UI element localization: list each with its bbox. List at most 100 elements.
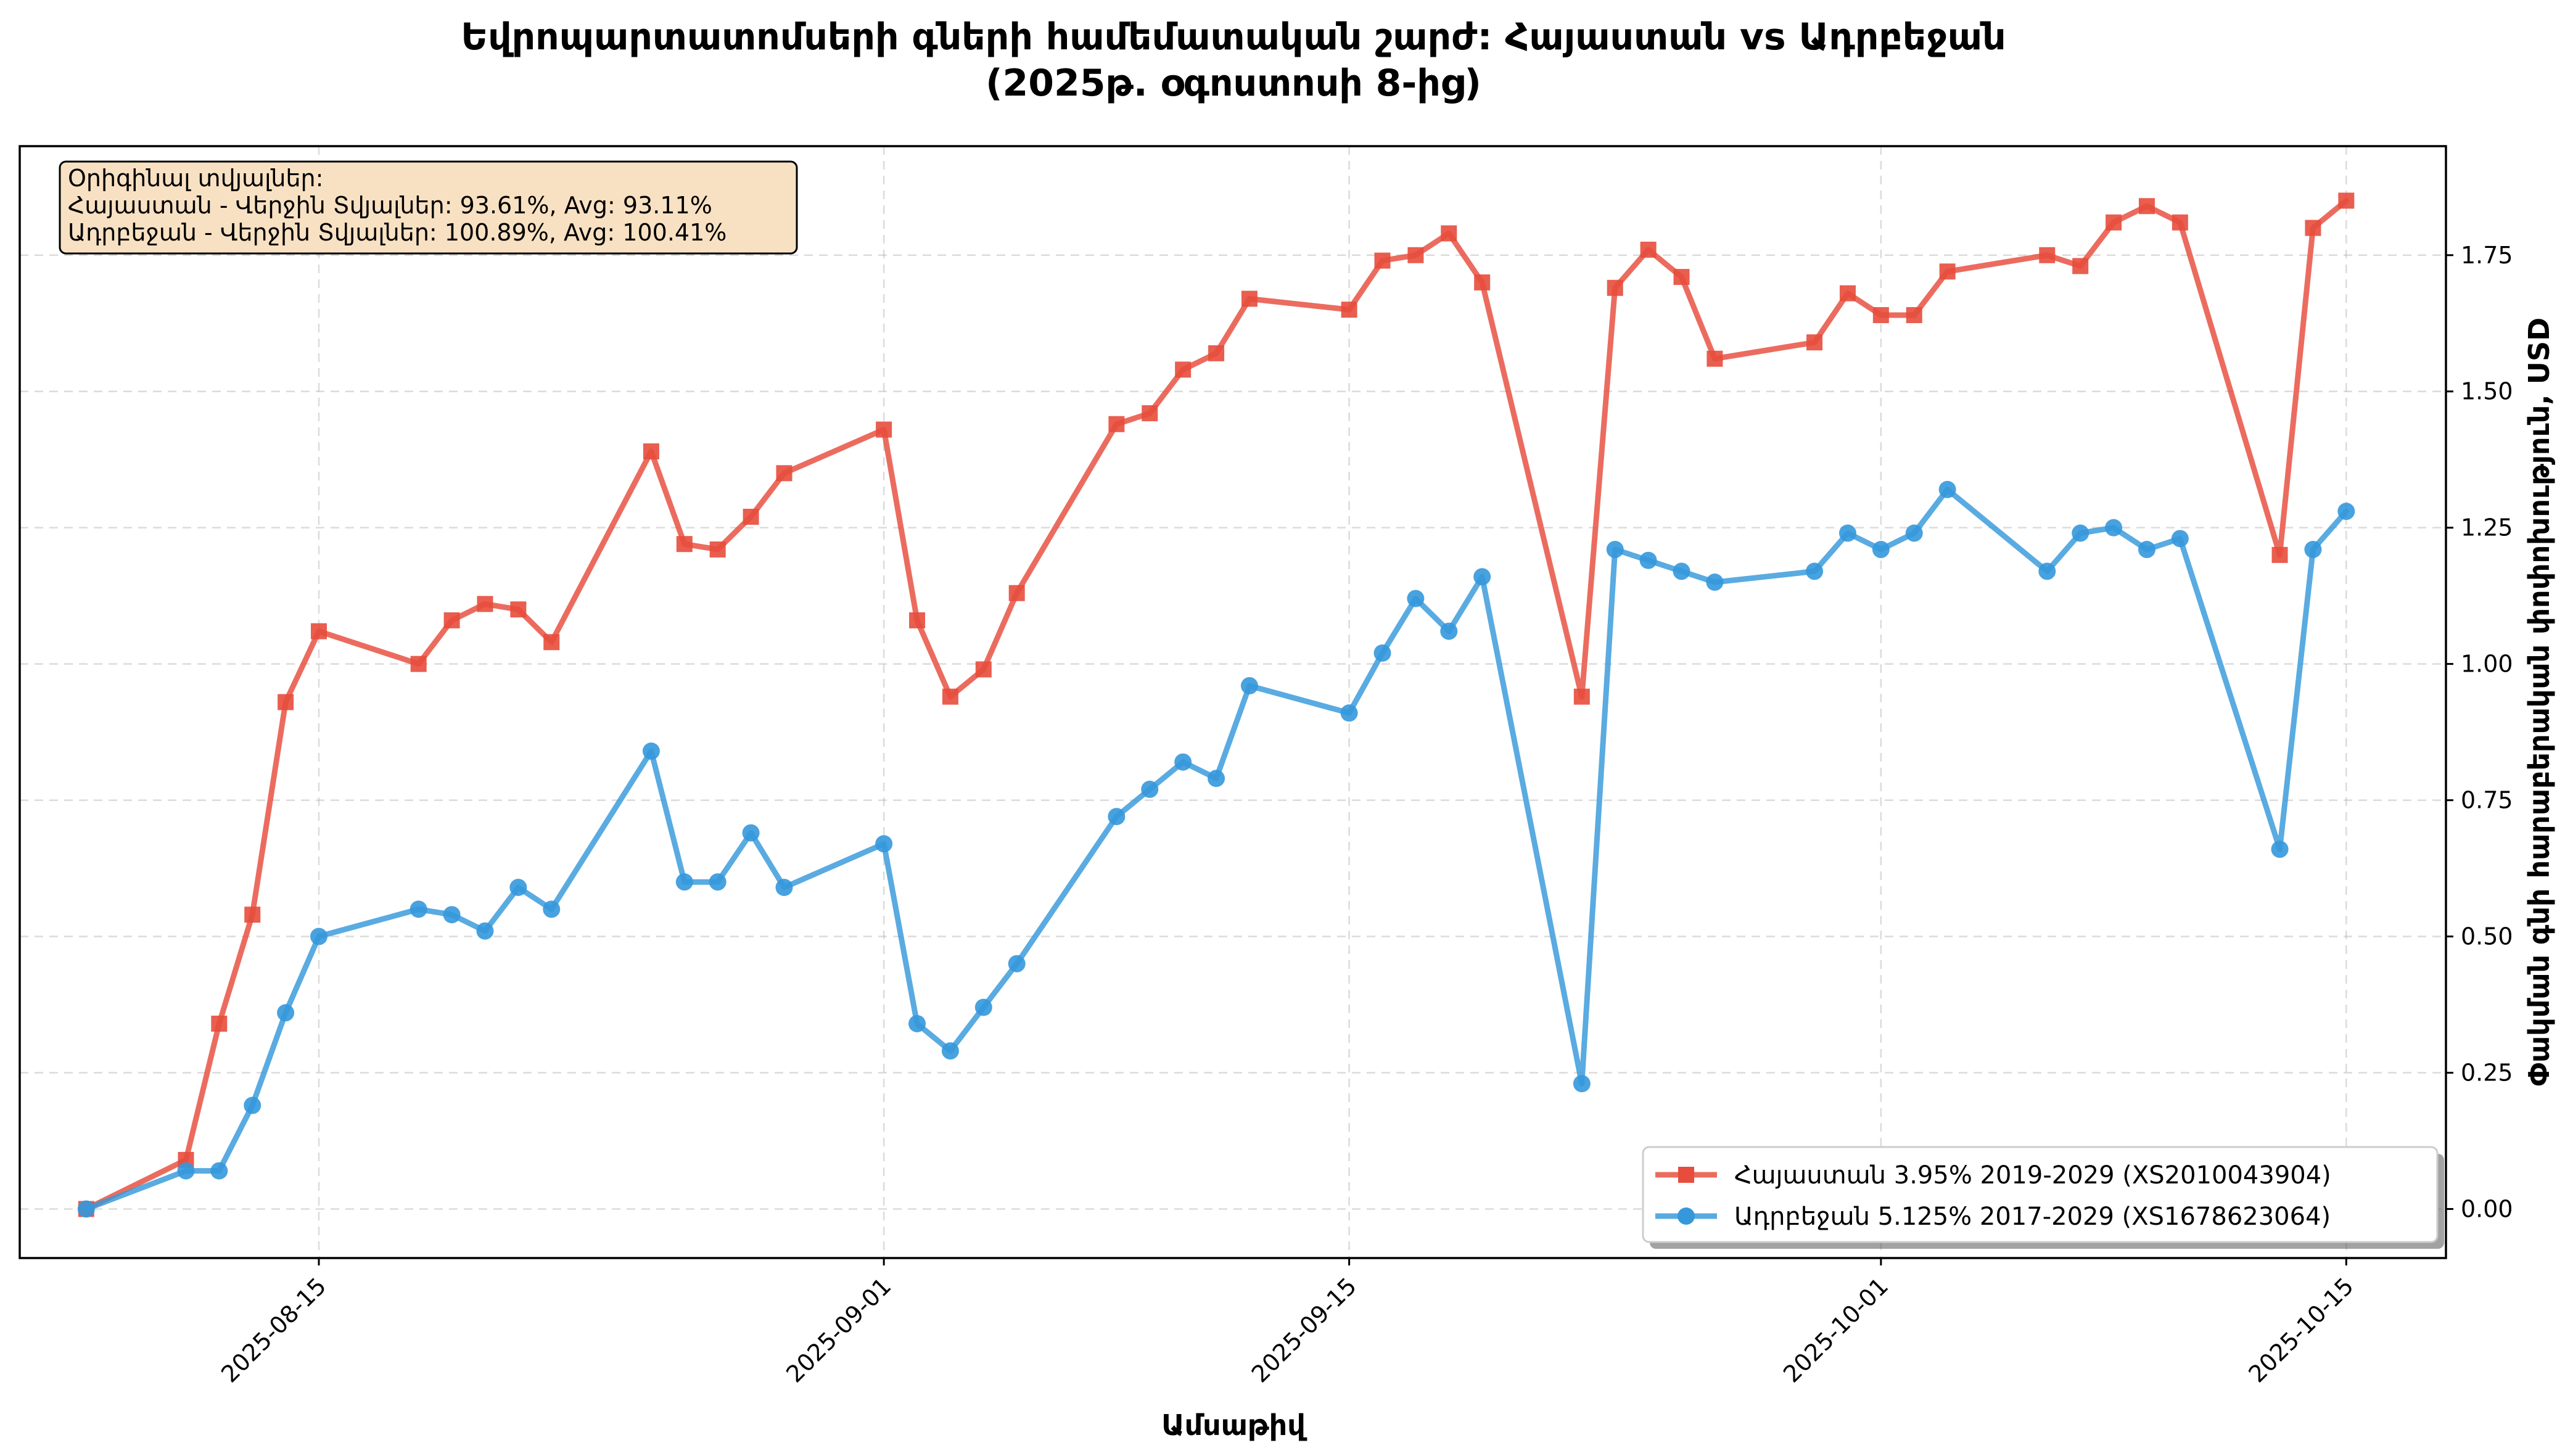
legend-label: Ադրբեջան 5.125% 2017-2029 (XS1678623064): [1734, 1203, 2331, 1231]
data-point: [1872, 541, 1890, 559]
data-point: [2271, 546, 2288, 563]
data-point: [1939, 263, 1956, 280]
x-axis-label: Ամսաթիվ: [1161, 1409, 1307, 1442]
x-tick-label: 2025-09-15: [1246, 1272, 1362, 1388]
data-point: [1640, 241, 1657, 258]
data-point: [2305, 220, 2321, 236]
data-point: [643, 443, 659, 459]
data-point: [974, 998, 992, 1016]
data-point: [775, 879, 793, 896]
data-point: [1706, 350, 1723, 367]
data-point: [1573, 1075, 1591, 1093]
plot-frame: [19, 145, 2447, 1259]
legend-items: Հայաստան 3.95% 2019-2029 (XS2010043904) Ա…: [1655, 1161, 2331, 1231]
data-point: [210, 1162, 228, 1180]
data-point: [1806, 562, 1824, 580]
y-tick-label: 0.75: [2461, 787, 2513, 814]
data-point: [2106, 214, 2122, 231]
data-point: [2171, 530, 2189, 548]
data-point: [642, 742, 660, 760]
data-point: [908, 1014, 926, 1032]
y-tick-label: 1.25: [2461, 514, 2513, 541]
data-point: [1673, 269, 1690, 286]
chart-title-line1: Եվրոպարտատոմսերի գների համեմատական շարժ:…: [461, 15, 2006, 59]
y-tick-label: 1.00: [2461, 651, 2513, 678]
legend: Հայաստան 3.95% 2019-2029 (XS2010043904) Ա…: [1642, 1146, 2444, 1249]
data-point: [1607, 279, 1623, 296]
data-point: [709, 541, 726, 558]
x-tick-label: 2025-10-15: [2243, 1272, 2358, 1388]
data-point: [2304, 541, 2322, 559]
data-point: [476, 922, 494, 940]
data-point: [1407, 590, 1425, 607]
data-point: [410, 656, 427, 672]
data-point: [310, 927, 328, 945]
data-point: [876, 421, 892, 438]
data-point: [709, 873, 727, 891]
info-box: Օրիգինալ տվյալներ: Հայաստան - Վերջին Տվյ…: [59, 160, 798, 255]
data-point: [2338, 192, 2355, 209]
data-point: [443, 906, 461, 924]
data-point: [675, 873, 693, 891]
data-point: [443, 612, 460, 628]
data-point: [1241, 290, 1258, 307]
data-point: [1872, 306, 1889, 323]
data-point: [1441, 225, 1457, 242]
data-point: [1806, 334, 1823, 351]
data-point: [1240, 677, 1258, 694]
data-point: [1639, 551, 1657, 569]
x-tick-label: 2025-09-01: [781, 1272, 896, 1388]
chart-title-line2: (2025թ. օգոստոսի 8-ից): [986, 62, 1481, 105]
data-point: [1673, 562, 1690, 580]
data-point: [743, 509, 759, 525]
data-point: [1174, 753, 1192, 771]
data-point: [1473, 568, 1491, 586]
legend-box: [1642, 1146, 2439, 1243]
data-point: [1440, 622, 1458, 640]
data-point: [477, 596, 493, 612]
data-point: [1142, 405, 1158, 422]
info-box-background: [59, 160, 798, 255]
data-point: [543, 900, 561, 918]
y-tick-label: 0.00: [2461, 1195, 2513, 1222]
y-tick-label: 0.50: [2461, 923, 2513, 950]
y-tick-label: 1.75: [2461, 242, 2513, 269]
data-point: [410, 900, 427, 918]
data-point: [2072, 258, 2089, 274]
data-point: [2138, 198, 2155, 215]
info-line-2: Հայաստան - Վերջին Տվյալներ: 93.61%, Avg:…: [68, 192, 712, 219]
data-point: [1373, 644, 1391, 662]
data-point: [1905, 524, 1923, 542]
data-point: [277, 1004, 295, 1022]
data-point: [1175, 361, 1192, 378]
legend-item: Ադրբեջան 5.125% 2017-2029 (XS1678623064): [1655, 1203, 2331, 1231]
legend-swatch-marker: [1678, 1167, 1694, 1183]
info-line-3: Ադրբեջան - Վերջին Տվյալներ: 100.89%, Avg…: [68, 219, 727, 246]
data-point: [941, 1042, 959, 1060]
data-point: [776, 465, 792, 482]
series-line: [83, 487, 2349, 1212]
data-point: [244, 1096, 261, 1114]
info-line-1: Օրիգինալ տվյալներ:: [68, 165, 323, 192]
data-point: [2072, 524, 2089, 542]
data-point: [278, 694, 294, 710]
data-point: [77, 1200, 95, 1218]
data-point: [2138, 541, 2155, 559]
legend-label: Հայաստան 3.95% 2019-2029 (XS2010043904): [1734, 1161, 2331, 1190]
data-point: [1340, 704, 1358, 722]
data-point: [676, 536, 693, 553]
data-point: [2038, 562, 2056, 580]
data-point: [1108, 416, 1125, 432]
data-point: [311, 623, 327, 640]
y-tick-label: 1.50: [2461, 378, 2513, 405]
data-point: [543, 634, 560, 651]
data-point: [1341, 302, 1357, 318]
data-point: [1374, 252, 1391, 269]
x-tick-label: 2025-08-15: [216, 1272, 331, 1388]
data-point: [975, 661, 992, 678]
data-point: [2271, 841, 2289, 858]
data-point: [1474, 274, 1491, 290]
data-point: [1606, 541, 1624, 559]
data-point: [1838, 524, 1856, 542]
x-tick-label: 2025-10-01: [1778, 1272, 1893, 1388]
